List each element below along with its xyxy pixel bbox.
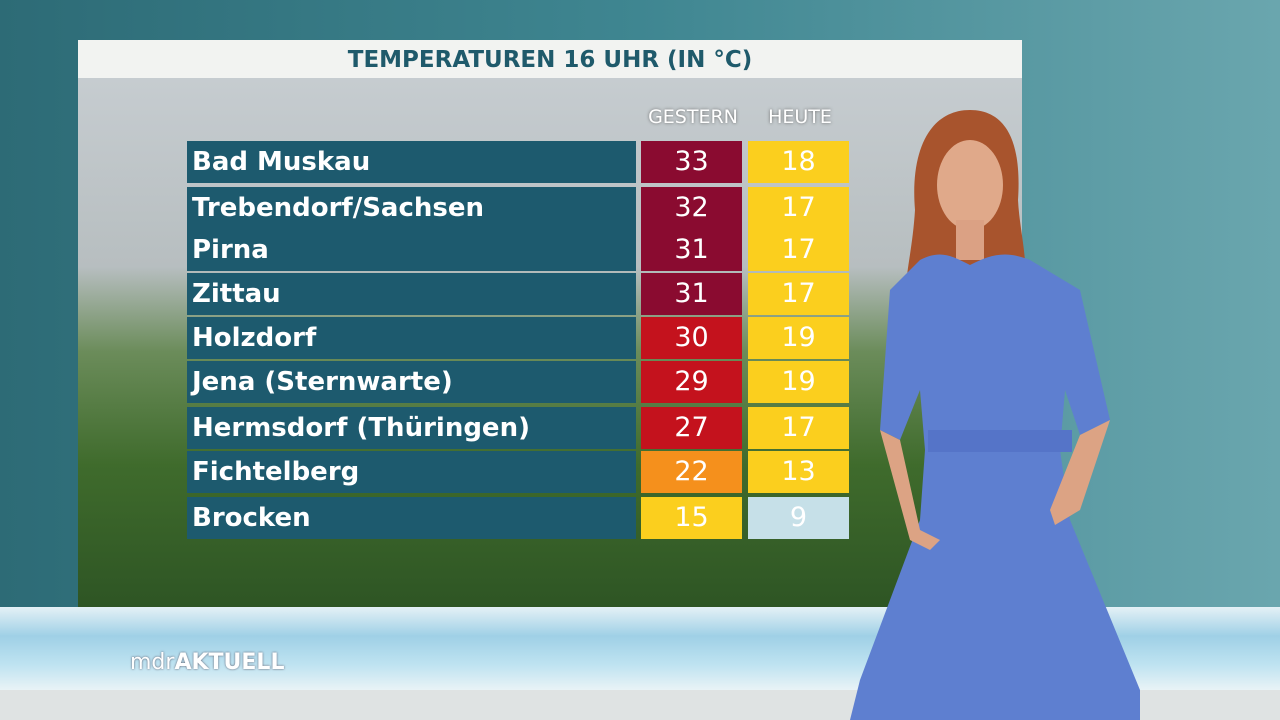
yesterday-temp: 22 [641,451,742,493]
today-temp: 13 [748,451,849,493]
station-name: Bad Muskau [187,141,636,183]
station-name: Trebendorf/Sachsen [187,187,636,229]
station-name: Hermsdorf (Thüringen) [187,407,636,449]
station-name: Fichtelberg [187,451,636,493]
today-temp: 9 [748,497,849,539]
today-temp: 19 [748,317,849,359]
column-header: HEUTE [768,106,832,128]
title: TEMPERATUREN 16 UHR (IN °C) [78,40,1022,78]
today-temp: 17 [748,187,849,229]
logo-prefix: mdr [130,650,175,675]
yesterday-temp: 15 [641,497,742,539]
today-temp: 18 [748,141,849,183]
station-name: Holzdorf [187,317,636,359]
station-name: Pirna [187,229,636,271]
presenter [850,110,1140,720]
station-name: Zittau [187,273,636,315]
logo: mdrAKTUELL [130,650,284,675]
yesterday-temp: 27 [641,407,742,449]
station-name: Jena (Sternwarte) [187,361,636,403]
yesterday-temp: 30 [641,317,742,359]
today-temp: 17 [748,407,849,449]
today-temp: 19 [748,361,849,403]
logo-name: AKTUELL [174,650,285,675]
yesterday-temp: 32 [641,187,742,229]
station-name: Brocken [187,497,636,539]
yesterday-temp: 33 [641,141,742,183]
yesterday-temp: 31 [641,229,742,271]
yesterday-temp: 31 [641,273,742,315]
today-temp: 17 [748,229,849,271]
yesterday-temp: 29 [641,361,742,403]
column-header: GESTERN [648,106,738,128]
today-temp: 17 [748,273,849,315]
